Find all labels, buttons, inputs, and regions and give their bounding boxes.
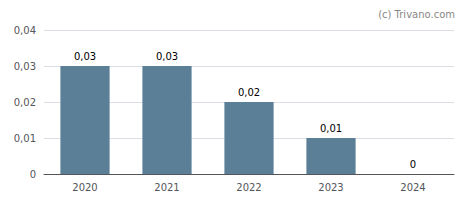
svg-text:0,01: 0,01 <box>14 133 36 144</box>
svg-text:0,02: 0,02 <box>14 97 36 108</box>
svg-text:0,04: 0,04 <box>14 25 36 36</box>
svg-text:0: 0 <box>410 159 416 170</box>
svg-text:2024: 2024 <box>400 182 425 193</box>
svg-text:(c) Trivano.com: (c) Trivano.com <box>378 9 455 20</box>
svg-text:0,01: 0,01 <box>320 123 342 134</box>
svg-text:0,03: 0,03 <box>74 51 96 62</box>
svg-text:0,03: 0,03 <box>156 51 178 62</box>
svg-text:2022: 2022 <box>236 182 261 193</box>
svg-text:2023: 2023 <box>318 182 343 193</box>
svg-text:2021: 2021 <box>154 182 179 193</box>
svg-text:0,03: 0,03 <box>14 61 36 72</box>
svg-text:0: 0 <box>30 169 36 180</box>
svg-text:0,02: 0,02 <box>238 87 260 98</box>
svg-text:2020: 2020 <box>72 182 97 193</box>
